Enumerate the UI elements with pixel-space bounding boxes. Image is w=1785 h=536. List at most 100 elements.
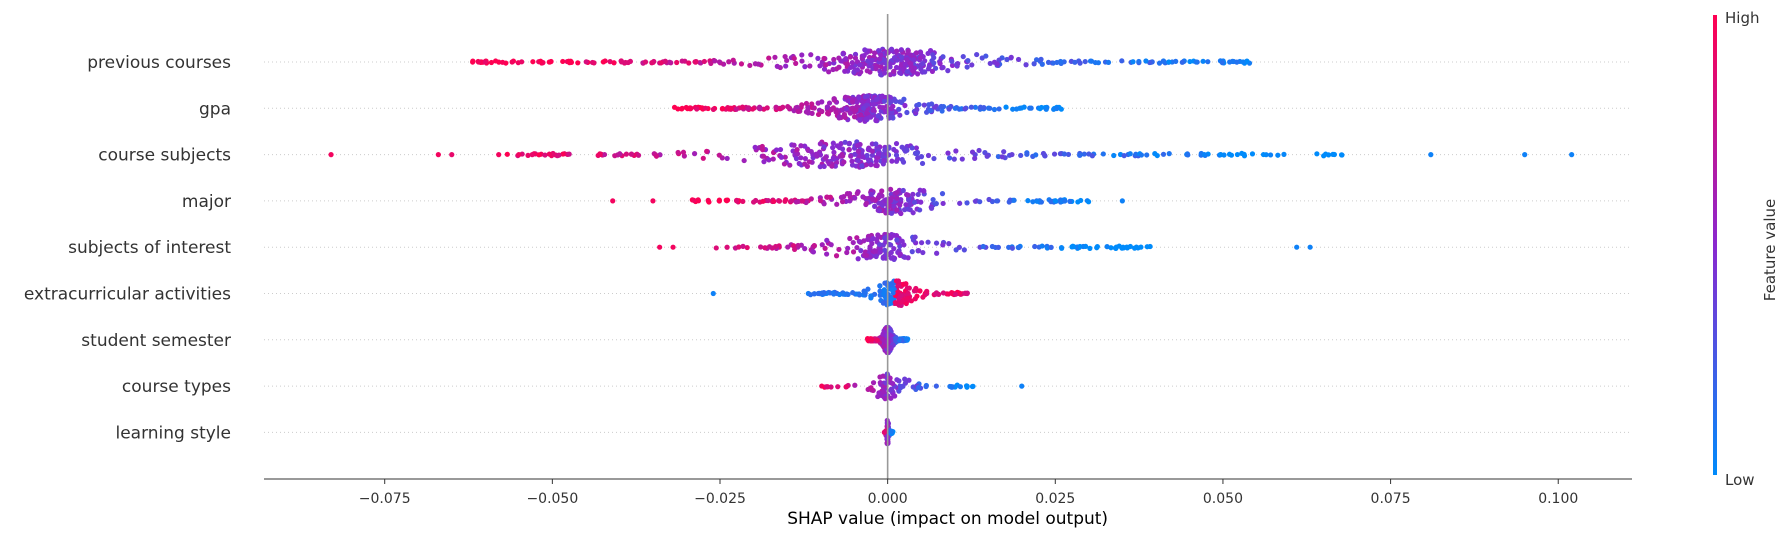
data-point (761, 159, 767, 165)
data-point (859, 163, 865, 169)
data-point (898, 196, 904, 203)
data-point (863, 200, 870, 206)
x-tick-label: 0.025 (1035, 491, 1075, 507)
data-point (799, 52, 805, 58)
data-point (839, 199, 846, 205)
data-point (793, 199, 799, 205)
data-point (945, 68, 951, 74)
data-point (1095, 60, 1102, 66)
data-point (741, 157, 747, 164)
data-point (1087, 58, 1094, 64)
data-point (1061, 151, 1067, 157)
data-point (870, 380, 877, 386)
data-point (870, 107, 876, 113)
data-point (849, 162, 856, 168)
data-point (1050, 60, 1056, 66)
data-point (924, 288, 930, 294)
data-point (1025, 198, 1031, 204)
data-point (760, 198, 766, 204)
colorbar (1713, 15, 1717, 475)
data-point (912, 296, 918, 302)
data-point (887, 344, 894, 351)
feature-label: course types (122, 377, 231, 397)
data-point (893, 64, 900, 71)
x-tick-label: −0.050 (526, 491, 578, 507)
data-point (824, 237, 830, 243)
data-point (821, 163, 827, 170)
data-point (1043, 106, 1049, 112)
data-point (822, 155, 828, 161)
data-point (725, 197, 731, 203)
data-point (991, 106, 998, 113)
data-point (627, 58, 633, 64)
data-point (875, 151, 882, 157)
data-point (906, 377, 912, 383)
data-point (670, 244, 676, 250)
data-point (1111, 152, 1117, 159)
data-point (1275, 152, 1281, 158)
data-point (1133, 244, 1140, 250)
data-point (995, 153, 1002, 160)
data-point (949, 62, 956, 69)
data-point (913, 145, 919, 151)
data-point (607, 59, 613, 65)
data-point (822, 245, 828, 251)
data-point (940, 54, 946, 60)
data-point (1081, 151, 1087, 157)
x-axis-title: SHAP value (impact on model output) (787, 509, 1108, 529)
data-point (915, 191, 921, 198)
data-point (1023, 62, 1029, 68)
data-point (939, 108, 945, 114)
data-point (650, 198, 656, 204)
data-point (888, 249, 894, 256)
data-point (635, 152, 642, 158)
row-guides (264, 61, 1632, 433)
data-point (1001, 149, 1007, 155)
data-point (972, 104, 979, 110)
data-point (1307, 244, 1313, 250)
data-point (694, 106, 700, 112)
data-point (898, 47, 904, 53)
data-point (788, 198, 795, 204)
feature-label: major (182, 192, 231, 212)
data-point (980, 243, 986, 250)
data-point (945, 150, 951, 156)
data-point (728, 105, 734, 111)
data-point (783, 197, 789, 203)
data-point (894, 190, 900, 196)
data-point (888, 428, 894, 434)
data-point (470, 59, 476, 65)
data-point (955, 60, 961, 67)
data-point (855, 157, 861, 164)
data-point (831, 96, 837, 102)
data-point (760, 153, 767, 159)
data-point (881, 291, 887, 297)
data-point (740, 243, 746, 249)
data-point (530, 59, 536, 65)
data-point (910, 191, 916, 197)
data-point (802, 161, 808, 167)
data-point (791, 246, 798, 252)
data-point (868, 114, 874, 120)
data-point (1138, 152, 1145, 158)
data-point (897, 70, 903, 76)
data-point (933, 201, 939, 207)
data-point (903, 336, 910, 342)
data-point (888, 333, 894, 339)
data-point (1217, 151, 1224, 158)
data-point (882, 147, 888, 153)
data-point (929, 101, 935, 107)
data-point (898, 210, 904, 217)
data-point (952, 291, 959, 297)
data-point (917, 55, 923, 61)
data-point (888, 46, 895, 52)
data-point (1006, 199, 1012, 205)
data-point (964, 200, 970, 206)
data-point (902, 102, 908, 109)
data-point (870, 196, 876, 203)
data-point (542, 152, 548, 158)
data-point (833, 253, 840, 259)
data-point (1281, 151, 1287, 157)
data-point (903, 281, 909, 287)
data-point (887, 186, 894, 192)
